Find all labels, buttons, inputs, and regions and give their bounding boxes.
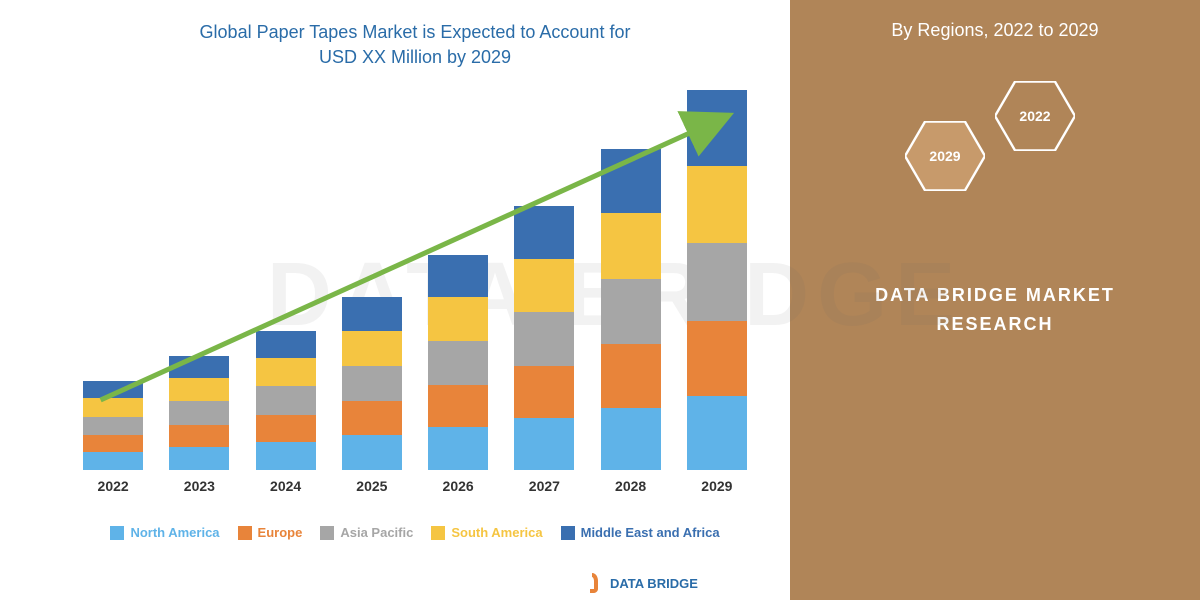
- x-label: 2029: [687, 478, 747, 494]
- legend-item: Middle East and Africa: [561, 525, 720, 540]
- x-label: 2022: [83, 478, 143, 494]
- x-label: 2025: [342, 478, 402, 494]
- bar-segment: [256, 331, 316, 358]
- x-label: 2026: [428, 478, 488, 494]
- legend-item: Europe: [238, 525, 303, 540]
- side-panel: By Regions, 2022 to 2029 2029 2022 DATA …: [790, 0, 1200, 600]
- legend-label: Europe: [258, 525, 303, 540]
- brand-text: DATA BRIDGE MARKET RESEARCH: [875, 281, 1115, 339]
- bar-segment: [83, 435, 143, 452]
- chart-area: 2022 2023 2024 2025 2026 2027 2028 2029: [60, 90, 770, 510]
- brand-line-1: DATA BRIDGE MARKET: [875, 285, 1115, 305]
- footer-text: DATA BRIDGE: [610, 576, 698, 591]
- bar-segment: [342, 435, 402, 470]
- hex-2029: 2029: [905, 121, 985, 191]
- main-container: Global Paper Tapes Market is Expected to…: [0, 0, 1200, 600]
- bar-segment: [601, 213, 661, 279]
- legend-swatch: [320, 526, 334, 540]
- hex-label-2029: 2029: [929, 148, 960, 164]
- legend-label: Asia Pacific: [340, 525, 413, 540]
- bar-segment: [428, 297, 488, 341]
- bar-segment: [428, 255, 488, 297]
- bar-group: [83, 381, 143, 470]
- bar-segment: [342, 401, 402, 435]
- bar-group: [256, 331, 316, 471]
- logo-icon: [580, 571, 604, 595]
- legend-swatch: [431, 526, 445, 540]
- bar-segment: [428, 385, 488, 427]
- side-title: By Regions, 2022 to 2029: [891, 20, 1098, 41]
- x-axis-labels: 2022 2023 2024 2025 2026 2027 2028 2029: [60, 470, 770, 494]
- bar-segment: [514, 206, 574, 258]
- legend-label: North America: [130, 525, 219, 540]
- bar-segment: [601, 408, 661, 470]
- legend-swatch: [110, 526, 124, 540]
- bar-segment: [83, 381, 143, 398]
- bar-segment: [83, 417, 143, 435]
- bar-segment: [169, 356, 229, 378]
- bar-segment: [428, 427, 488, 471]
- bar-segment: [169, 378, 229, 402]
- legend: North America Europe Asia Pacific South Ame…: [60, 525, 770, 540]
- x-label: 2028: [601, 478, 661, 494]
- bar-segment: [169, 447, 229, 471]
- x-label: 2027: [514, 478, 574, 494]
- bar-segment: [601, 149, 661, 213]
- chart-panel: Global Paper Tapes Market is Expected to…: [0, 0, 790, 600]
- bar-group: [601, 149, 661, 470]
- bar-segment: [514, 312, 574, 366]
- bar-group: [342, 297, 402, 470]
- bar-segment: [169, 401, 229, 425]
- bar-segment: [428, 341, 488, 385]
- brand-line-2: RESEARCH: [936, 314, 1053, 334]
- bar-group: [169, 356, 229, 470]
- legend-swatch: [238, 526, 252, 540]
- title-line-1: Global Paper Tapes Market is Expected to…: [200, 22, 631, 42]
- bar-segment: [601, 344, 661, 408]
- bar-segment: [687, 90, 747, 166]
- footer-logo: DATA BRIDGE: [580, 571, 698, 595]
- bar-segment: [342, 297, 402, 331]
- legend-swatch: [561, 526, 575, 540]
- chart-title: Global Paper Tapes Market is Expected to…: [60, 20, 770, 70]
- bar-segment: [342, 331, 402, 366]
- legend-item: Asia Pacific: [320, 525, 413, 540]
- bar-segment: [514, 366, 574, 418]
- legend-item: South America: [431, 525, 542, 540]
- bar-segment: [514, 418, 574, 470]
- bar-segment: [687, 166, 747, 243]
- bar-segment: [256, 442, 316, 471]
- bar-segment: [601, 279, 661, 345]
- bar-segment: [687, 243, 747, 320]
- bar-segment: [687, 321, 747, 397]
- hex-label-2022: 2022: [1019, 108, 1050, 124]
- x-label: 2023: [169, 478, 229, 494]
- bar-segment: [83, 398, 143, 416]
- legend-label: Middle East and Africa: [581, 525, 720, 540]
- bar-segment: [256, 358, 316, 387]
- bar-segment: [514, 259, 574, 313]
- bar-segment: [83, 452, 143, 470]
- title-line-2: USD XX Million by 2029: [319, 47, 511, 67]
- x-label: 2024: [256, 478, 316, 494]
- bar-segment: [256, 415, 316, 442]
- hexagon-group: 2029 2022: [885, 81, 1105, 221]
- legend-label: South America: [451, 525, 542, 540]
- bar-segment: [687, 396, 747, 470]
- legend-item: North America: [110, 525, 219, 540]
- bar-group: [687, 90, 747, 470]
- bar-segment: [256, 386, 316, 415]
- bar-group: [428, 255, 488, 470]
- hex-2022: 2022: [995, 81, 1075, 151]
- bar-segment: [169, 425, 229, 447]
- bar-segment: [342, 366, 402, 401]
- bar-group: [514, 206, 574, 470]
- bars-container: [60, 90, 770, 470]
